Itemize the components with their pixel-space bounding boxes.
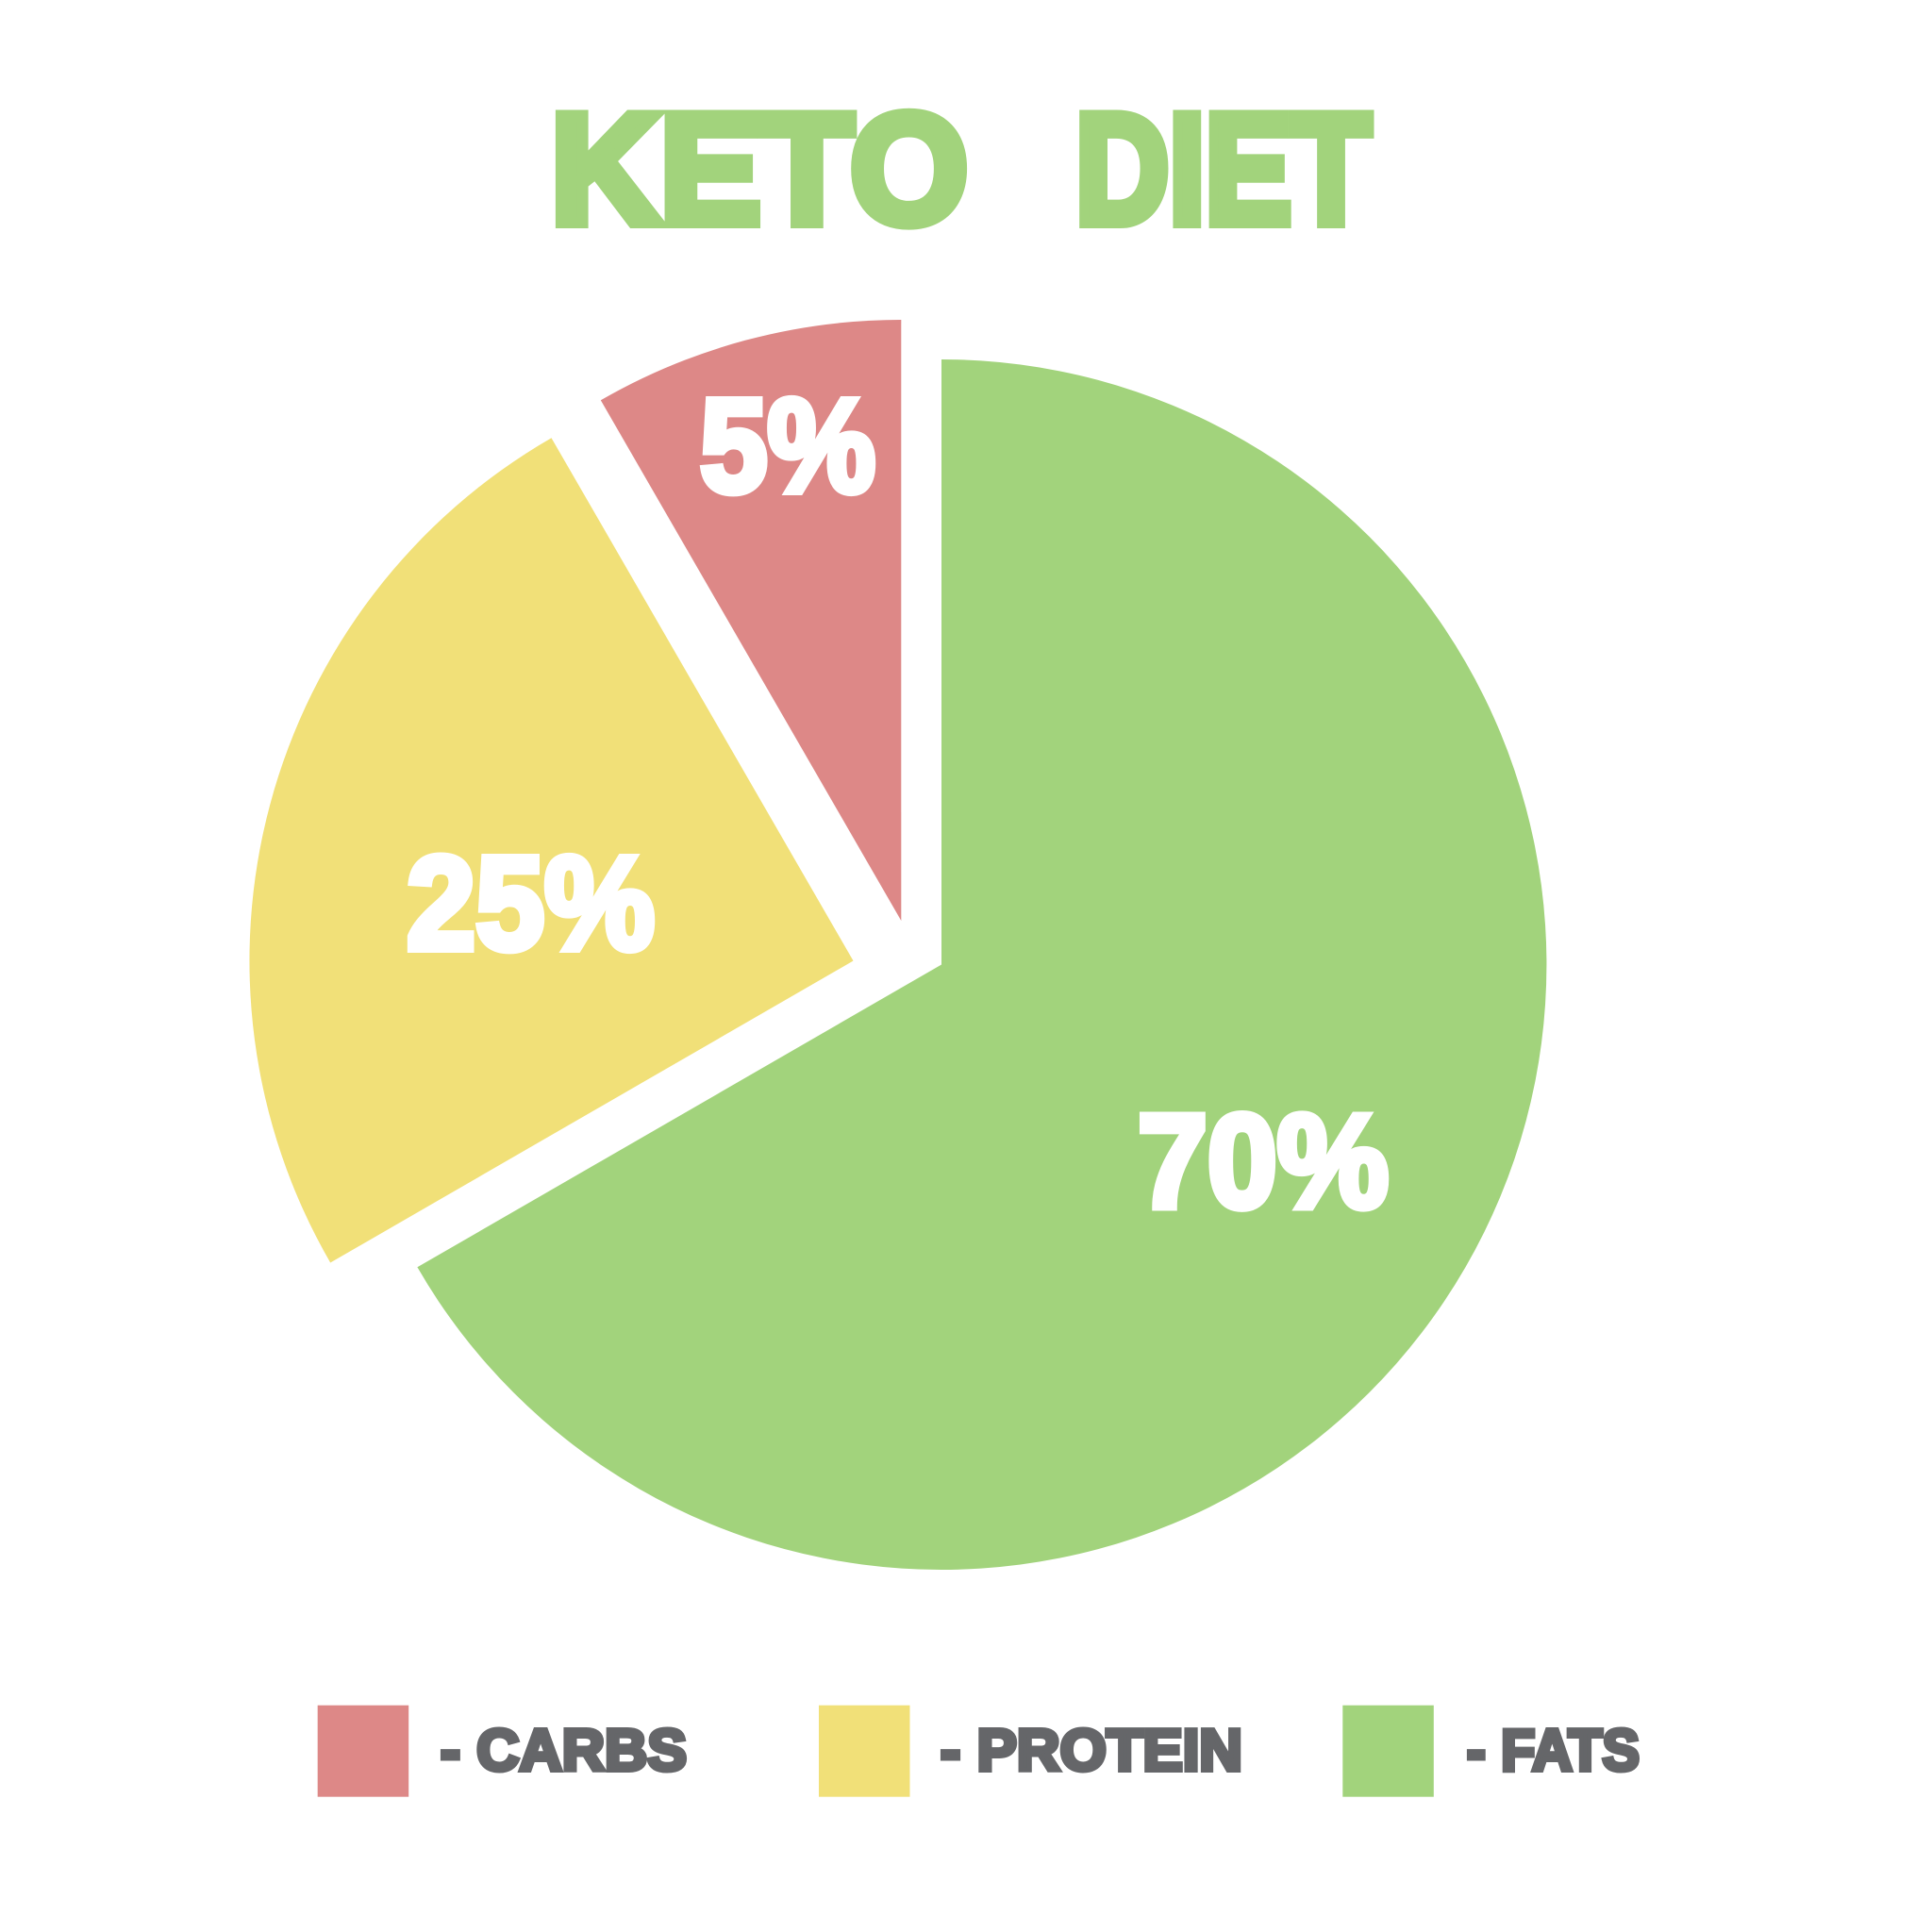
svg-text:- PROTEIN: - PROTEIN (941, 1719, 1242, 1784)
svg-text:- CARBS: - CARBS (441, 1719, 687, 1784)
svg-text:DIET: DIET (1075, 82, 1371, 256)
svg-text:5%: 5% (700, 371, 875, 520)
svg-text:KETO: KETO (551, 82, 968, 256)
svg-text:- FATS: - FATS (1467, 1719, 1640, 1784)
svg-text:70%: 70% (1138, 1087, 1389, 1236)
svg-text:25%: 25% (407, 828, 655, 977)
